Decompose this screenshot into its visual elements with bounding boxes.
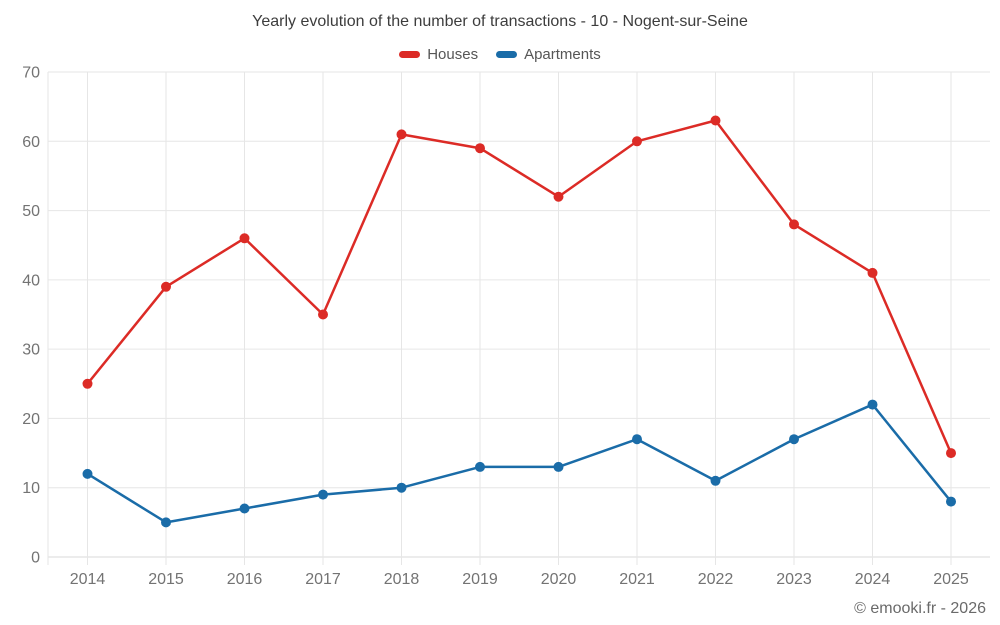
chart-title: Yearly evolution of the number of transa… [252,13,748,30]
data-point-houses[interactable] [553,191,564,202]
data-point-apartments[interactable] [239,503,250,514]
x-tick-label: 2017 [305,571,341,588]
data-point-apartments[interactable] [946,496,956,507]
data-point-houses[interactable] [867,267,878,278]
data-point-houses[interactable] [239,233,250,244]
data-point-apartments[interactable] [553,461,564,472]
legend-label-houses: Houses [427,46,479,63]
data-point-apartments[interactable] [475,461,485,472]
y-tick-label: 40 [22,272,40,289]
x-tick-label: 2022 [698,571,734,588]
data-point-houses[interactable] [632,136,642,147]
y-tick-label: 70 [22,65,40,82]
series-line-houses [86,119,953,455]
y-tick-label: 0 [31,550,40,567]
y-tick-label: 60 [22,134,40,151]
legend: Houses Apartments [0,46,1000,63]
data-point-apartments[interactable] [789,434,799,445]
y-tick-label: 10 [22,480,40,497]
x-tick-label: 2016 [227,571,263,588]
data-point-apartments[interactable] [318,489,328,500]
data-point-houses[interactable] [318,309,328,320]
data-point-houses[interactable] [946,448,956,459]
data-point-houses[interactable] [161,281,171,292]
data-point-houses[interactable] [396,129,407,140]
data-point-apartments[interactable] [632,434,642,445]
y-tick-label: 20 [22,411,40,428]
data-point-apartments[interactable] [710,475,721,486]
x-tick-label: 2018 [384,571,420,588]
x-tick-label: 2023 [776,571,812,588]
x-tick-label: 2014 [70,571,106,588]
copyright: © emooki.fr - 2026 [854,600,986,617]
data-point-apartments[interactable] [161,517,171,528]
series-line-apartments [86,403,953,524]
x-tick-label: 2021 [619,571,655,588]
x-tick-label: 2020 [541,571,577,588]
data-point-houses[interactable] [475,143,485,154]
x-tick-label: 2024 [855,571,891,588]
data-point-houses[interactable] [789,219,799,230]
houses-series-swatch-icon [399,51,421,58]
x-tick-label: 2025 [933,571,969,588]
legend-item-houses[interactable]: Houses [399,46,478,63]
x-tick-label: 2015 [148,571,184,588]
x-tick-label: 2019 [462,571,498,588]
data-point-apartments[interactable] [396,482,407,493]
data-point-houses[interactable] [710,115,721,126]
data-point-houses[interactable] [82,378,93,389]
y-tick-label: 50 [22,203,40,220]
data-point-apartments[interactable] [82,468,93,479]
apartments-series-swatch-icon [496,51,518,58]
legend-label-apartments: Apartments [524,46,601,63]
legend-item-apartments[interactable]: Apartments [496,46,601,63]
y-tick-label: 30 [22,342,40,359]
data-point-apartments[interactable] [867,399,878,410]
